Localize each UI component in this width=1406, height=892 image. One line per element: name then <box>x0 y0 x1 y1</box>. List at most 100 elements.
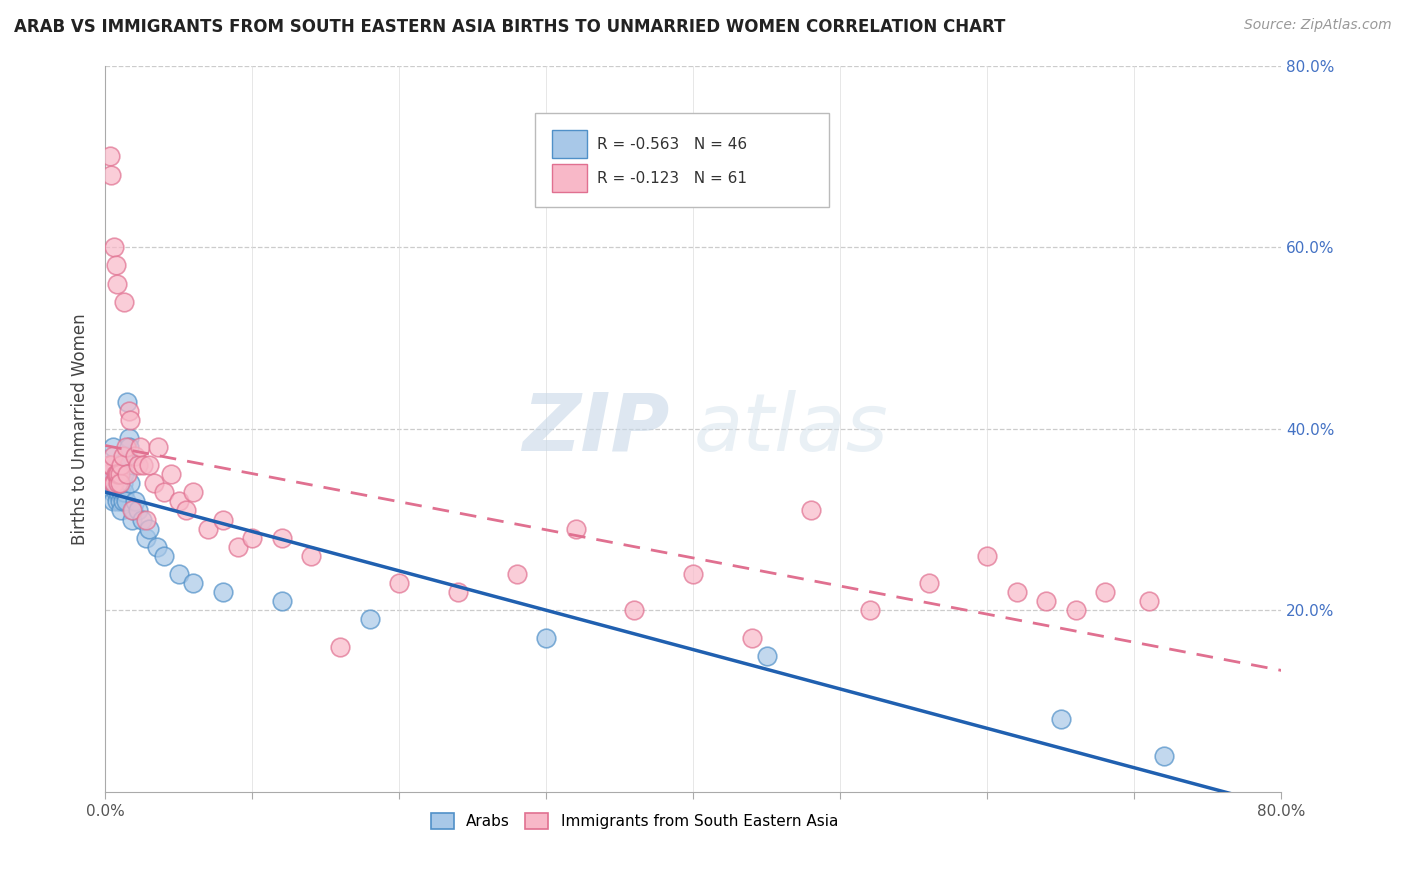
Point <box>153 549 176 563</box>
Point <box>118 403 141 417</box>
Point <box>114 494 136 508</box>
Point <box>145 540 167 554</box>
Point <box>160 467 183 482</box>
Point <box>536 631 558 645</box>
Point <box>122 503 145 517</box>
Point <box>105 277 128 291</box>
Point <box>240 531 263 545</box>
Point <box>103 476 125 491</box>
Point <box>623 603 645 617</box>
Text: Source: ZipAtlas.com: Source: ZipAtlas.com <box>1244 18 1392 32</box>
Point <box>118 440 141 454</box>
Point <box>103 467 125 482</box>
Point <box>197 522 219 536</box>
Point <box>105 494 128 508</box>
Point <box>100 458 122 472</box>
Point <box>564 522 586 536</box>
FancyBboxPatch shape <box>553 164 588 192</box>
Point <box>127 458 149 472</box>
Point <box>103 240 125 254</box>
Point <box>146 440 169 454</box>
Point <box>97 467 120 482</box>
Point <box>755 648 778 663</box>
Point <box>506 567 529 582</box>
Point <box>107 467 129 482</box>
Point <box>100 168 122 182</box>
Point <box>111 449 134 463</box>
Point <box>211 585 233 599</box>
Point <box>329 640 352 654</box>
Point <box>101 485 124 500</box>
Point <box>138 522 160 536</box>
Point <box>108 476 131 491</box>
Point <box>117 394 139 409</box>
Point <box>135 531 157 545</box>
Point <box>682 567 704 582</box>
Point <box>105 476 128 491</box>
Point <box>111 476 134 491</box>
Point <box>111 494 134 508</box>
Point <box>167 494 190 508</box>
Point <box>107 467 129 482</box>
Point <box>110 458 132 472</box>
Point <box>174 503 197 517</box>
Point <box>104 467 127 482</box>
Point <box>117 467 139 482</box>
Point <box>211 512 233 526</box>
Point <box>135 512 157 526</box>
Point <box>105 467 128 482</box>
Point <box>100 467 122 482</box>
Point <box>120 413 142 427</box>
Point <box>104 458 127 472</box>
Point <box>121 503 143 517</box>
Point <box>101 476 124 491</box>
Legend: Arabs, Immigrants from South Eastern Asia: Arabs, Immigrants from South Eastern Asi… <box>425 807 844 835</box>
Point <box>270 531 292 545</box>
Point <box>167 567 190 582</box>
Point <box>108 476 131 491</box>
Point <box>104 485 127 500</box>
Point <box>117 449 139 463</box>
Point <box>107 485 129 500</box>
Point <box>138 458 160 472</box>
Point <box>124 449 146 463</box>
Point <box>108 467 131 482</box>
Point <box>226 540 249 554</box>
Point <box>976 549 998 563</box>
Point <box>127 503 149 517</box>
Text: atlas: atlas <box>693 390 889 467</box>
Point <box>1035 594 1057 608</box>
Point <box>110 503 132 517</box>
Point <box>118 431 141 445</box>
Point <box>104 258 127 272</box>
Point <box>359 612 381 626</box>
Point <box>1137 594 1160 608</box>
Point <box>800 503 823 517</box>
FancyBboxPatch shape <box>553 130 588 158</box>
Point <box>112 467 135 482</box>
Point <box>153 485 176 500</box>
Point <box>97 458 120 472</box>
Point <box>121 512 143 526</box>
Text: R = -0.563   N = 46: R = -0.563 N = 46 <box>598 136 747 152</box>
Point <box>741 631 763 645</box>
Point <box>101 440 124 454</box>
Point <box>388 576 411 591</box>
Point <box>108 494 131 508</box>
Point <box>120 476 142 491</box>
Text: ARAB VS IMMIGRANTS FROM SOUTH EASTERN ASIA BIRTHS TO UNMARRIED WOMEN CORRELATION: ARAB VS IMMIGRANTS FROM SOUTH EASTERN AS… <box>14 18 1005 36</box>
Point <box>1094 585 1116 599</box>
Point <box>183 576 205 591</box>
Point <box>299 549 322 563</box>
Point <box>1005 585 1028 599</box>
Point <box>142 476 165 491</box>
Point <box>447 585 470 599</box>
Text: ZIP: ZIP <box>523 390 669 467</box>
Point <box>98 458 121 472</box>
Point <box>1064 603 1087 617</box>
Point <box>103 476 125 491</box>
Point <box>270 594 292 608</box>
Y-axis label: Births to Unmarried Women: Births to Unmarried Women <box>72 313 89 545</box>
Point <box>859 603 882 617</box>
Point <box>131 512 153 526</box>
